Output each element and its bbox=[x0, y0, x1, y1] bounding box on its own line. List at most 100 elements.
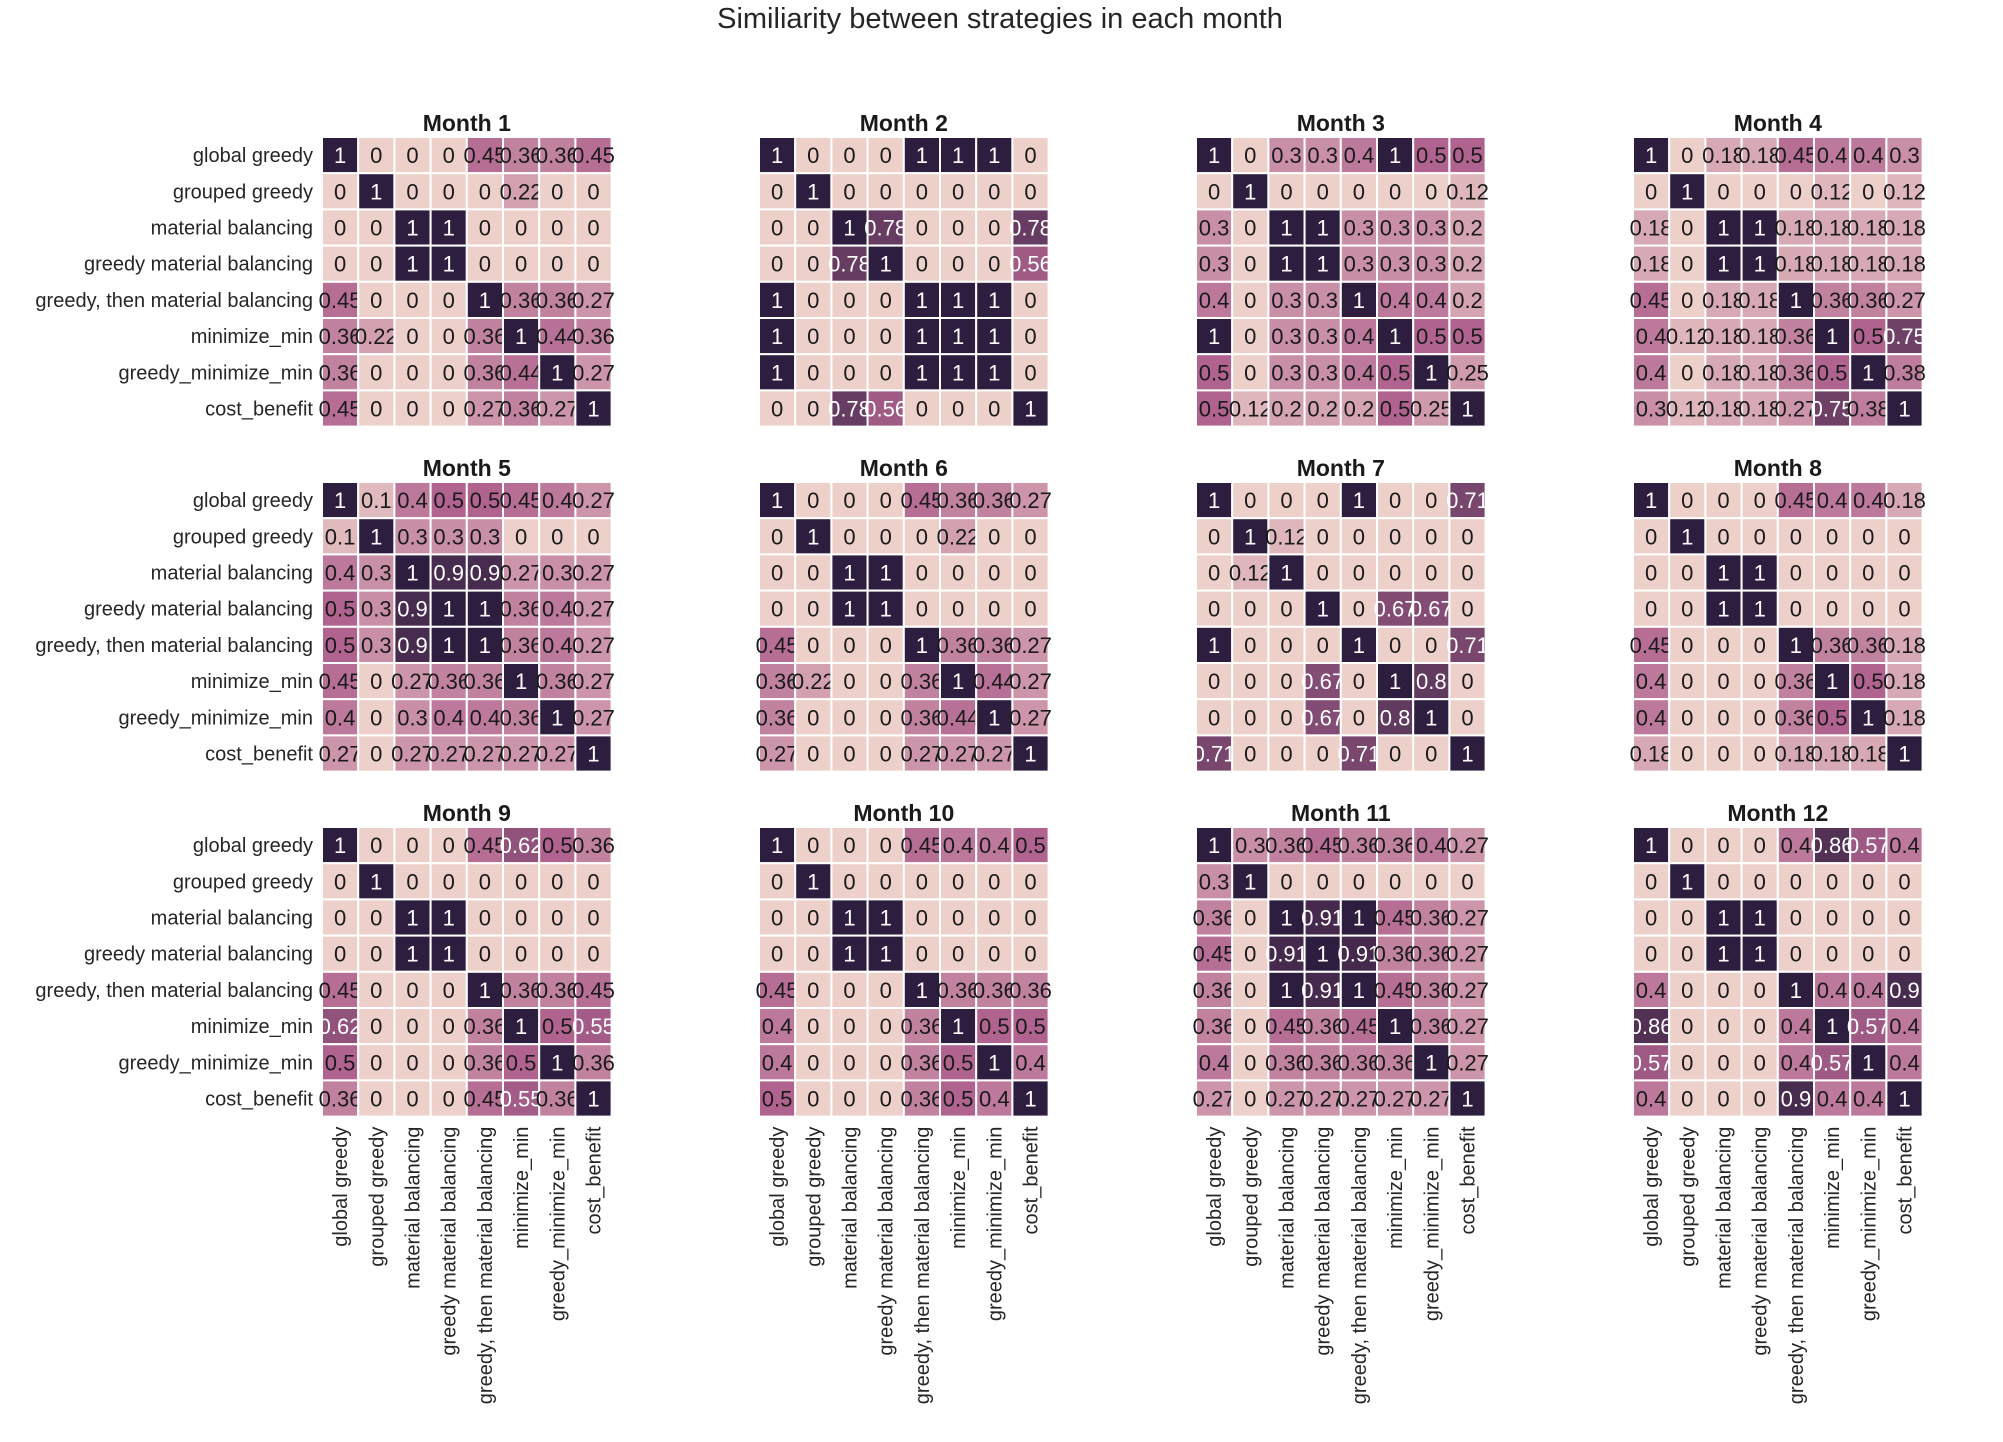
cell-value-label: 0 bbox=[334, 216, 346, 241]
heatmap-cell bbox=[1448, 934, 1487, 973]
heatmap-cell bbox=[1668, 553, 1707, 592]
cell-value-label: 0.27 bbox=[572, 488, 615, 513]
cell-value-label: 0 bbox=[1826, 524, 1838, 549]
heatmap-cell bbox=[975, 172, 1014, 211]
heatmap-cell bbox=[866, 734, 905, 773]
cell-value-label: 0.56 bbox=[1009, 252, 1052, 277]
heatmap-cell bbox=[794, 898, 833, 937]
cell-value-label: 0.91 bbox=[1301, 906, 1344, 931]
cell-value-label: 0.86 bbox=[1811, 833, 1854, 858]
cell-value-label: 0 bbox=[1461, 705, 1473, 730]
heatmap-cell bbox=[975, 389, 1014, 428]
cell-value-label: 1 bbox=[880, 906, 892, 931]
cell-value-label: 1 bbox=[843, 597, 855, 622]
heatmap-cell bbox=[1448, 244, 1487, 283]
cell-value-label: 0 bbox=[952, 179, 964, 204]
cell-value-label: 0 bbox=[1645, 524, 1657, 549]
cell-value-label: 0 bbox=[1681, 978, 1693, 1003]
heatmap-cell bbox=[1011, 208, 1050, 247]
cell-value-label: 1 bbox=[1790, 288, 1802, 313]
cell-value-label: 0.36 bbox=[900, 669, 943, 694]
cell-value-label: 0.27 bbox=[1446, 942, 1489, 967]
cell-value-label: 0 bbox=[843, 288, 855, 313]
cell-value-label: 0.22 bbox=[355, 324, 398, 349]
cell-value-label: 0 bbox=[370, 1087, 382, 1112]
cell-value-label: 1 bbox=[443, 942, 455, 967]
cell-value-label: 0.36 bbox=[973, 488, 1016, 513]
cell-value-label: 0 bbox=[988, 561, 1000, 586]
heatmap-cell bbox=[975, 1043, 1014, 1082]
cell-value-label: 0.3 bbox=[1307, 143, 1338, 168]
heatmap-cell bbox=[866, 698, 905, 737]
cell-value-label: 0.36 bbox=[536, 288, 579, 313]
heatmap-cell bbox=[902, 1079, 941, 1118]
heatmap-cell bbox=[1303, 244, 1342, 283]
cell-value-label: 0 bbox=[1717, 1087, 1729, 1112]
cell-value-label: 0.5 bbox=[325, 1050, 356, 1075]
cell-value-label: 0 bbox=[1244, 252, 1256, 277]
heatmap-panel: Month 121 0 0 0 0.4 0.860.57 0.40 1 0 0 0 0 0 00 0 1 1 0 0… bbox=[1630, 800, 1924, 1404]
cell-value-label: 0.36 bbox=[500, 143, 543, 168]
cell-value-label: 0 bbox=[880, 669, 892, 694]
heatmap-cell bbox=[1704, 898, 1743, 937]
heatmap-cell bbox=[357, 208, 396, 247]
cell-value-label: 0.27 bbox=[1446, 1014, 1489, 1039]
cell-value-label: 0.45 bbox=[900, 488, 943, 513]
heatmap-cell bbox=[1339, 826, 1379, 865]
cell-value-label: 0 bbox=[479, 906, 491, 931]
cell-value-label: 0.36 bbox=[463, 360, 506, 385]
cell-value-label: 0.36 bbox=[1009, 978, 1052, 1003]
heatmap-cell bbox=[830, 389, 869, 428]
x-tick-label: global greedy bbox=[330, 1127, 352, 1247]
cell-value-label: 0.45 bbox=[1630, 633, 1673, 658]
panel-title: Month 7 bbox=[1297, 455, 1385, 481]
cell-value-label: 1 bbox=[1244, 179, 1256, 204]
cell-value-label: 0.36 bbox=[536, 143, 579, 168]
cell-value-label: 0 bbox=[1280, 705, 1292, 730]
cell-value-label: 1 bbox=[406, 252, 418, 277]
cell-value-label: 0 bbox=[1024, 561, 1036, 586]
heatmap-cell bbox=[1412, 1043, 1451, 1082]
heatmap-cell bbox=[574, 553, 613, 592]
cell-value-label: 0.78 bbox=[1009, 216, 1052, 241]
heatmap-cell bbox=[1776, 625, 1816, 664]
cell-value-label: 0 bbox=[1790, 524, 1802, 549]
heatmap-cell bbox=[1448, 734, 1487, 773]
panel-title: Month 4 bbox=[1734, 110, 1822, 136]
heatmap-cell bbox=[1448, 136, 1487, 175]
cell-value-label: 0 bbox=[843, 633, 855, 658]
cell-value-label: 0.5 bbox=[1817, 705, 1848, 730]
cell-value-label: 1 bbox=[880, 561, 892, 586]
cell-value-label: 0 bbox=[952, 906, 964, 931]
cell-value-label: 0 bbox=[1790, 942, 1802, 967]
cell-value-label: 0 bbox=[406, 288, 418, 313]
cell-value-label: 0.36 bbox=[1301, 1050, 1344, 1075]
cell-value-label: 0 bbox=[1208, 524, 1220, 549]
cell-value-label: 0 bbox=[1717, 633, 1729, 658]
heatmap-cell bbox=[574, 244, 613, 283]
cell-value-label: 0 bbox=[916, 942, 928, 967]
cell-value-label: 0.36 bbox=[973, 978, 1016, 1003]
cell-value-label: 0.3 bbox=[1235, 833, 1266, 858]
cell-value-label: 0.36 bbox=[1193, 978, 1236, 1003]
y-tick-label: global greedy bbox=[193, 835, 313, 857]
heatmap-cell bbox=[1632, 970, 1671, 1009]
cell-value-label: 0 bbox=[1754, 633, 1766, 658]
cell-value-label: 0.1 bbox=[325, 524, 356, 549]
cell-value-label: 0.44 bbox=[536, 324, 579, 349]
cell-value-label: 0 bbox=[551, 252, 563, 277]
cell-value-label: 0.67 bbox=[1374, 597, 1417, 622]
heatmap-cell bbox=[393, 862, 432, 901]
heatmap-cell bbox=[1339, 1007, 1379, 1046]
cell-value-label: 0 bbox=[1208, 669, 1220, 694]
cell-value-label: 0 bbox=[1645, 942, 1657, 967]
cell-value-label: 0.3 bbox=[1344, 252, 1375, 277]
cell-value-label: 0.44 bbox=[973, 669, 1016, 694]
x-tick-label: grouped greedy bbox=[1677, 1127, 1699, 1267]
heatmap-cell bbox=[1885, 1043, 1924, 1082]
cell-value-label: 0.36 bbox=[900, 1050, 943, 1075]
heatmap-cell bbox=[357, 517, 396, 556]
heatmap-cell bbox=[1668, 625, 1707, 664]
heatmap-cell bbox=[574, 517, 613, 556]
cell-value-label: 0 bbox=[1244, 360, 1256, 385]
